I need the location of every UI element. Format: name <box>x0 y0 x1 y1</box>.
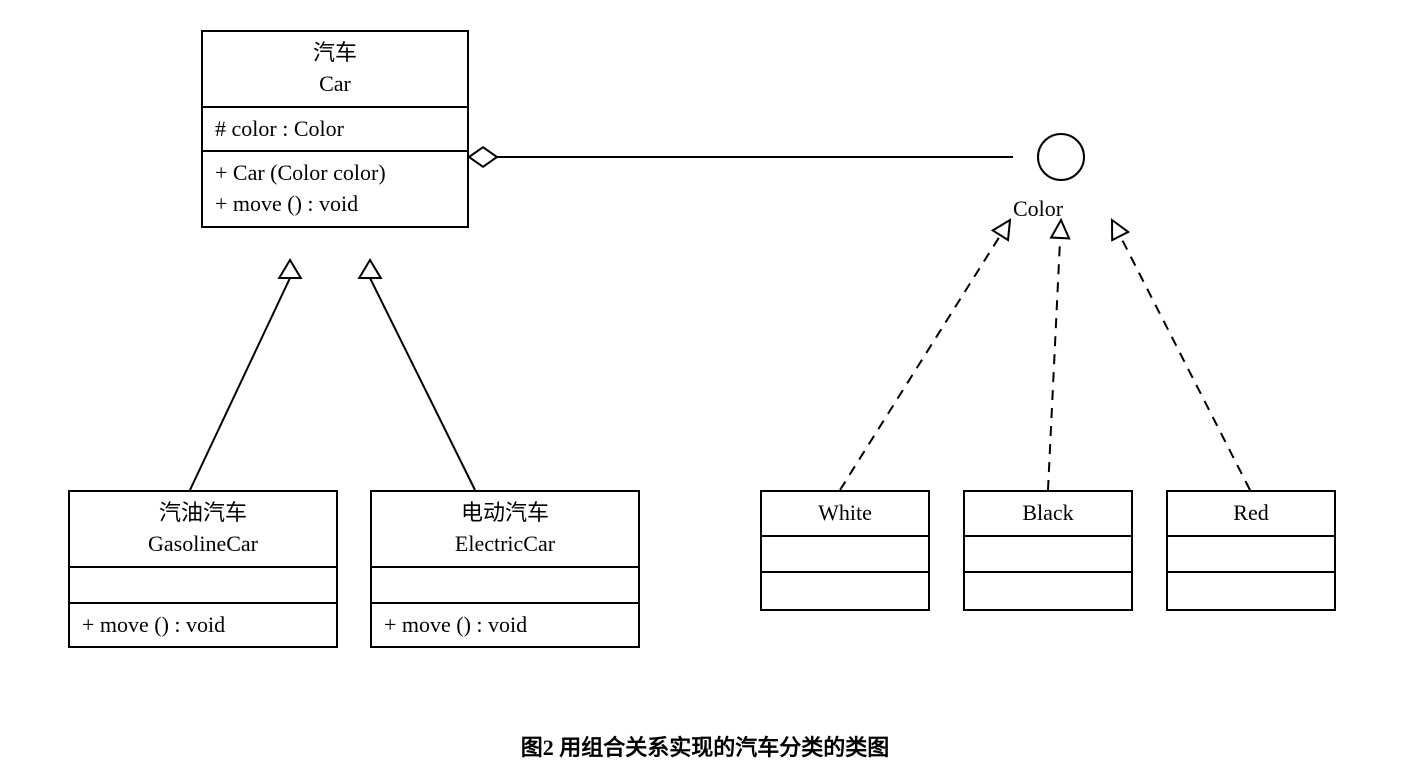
class-gasoline-attributes <box>70 568 336 604</box>
class-red-title: Red <box>1168 492 1334 537</box>
interface-color-label: Color <box>1013 196 1063 222</box>
class-car-attributes: # color : Color <box>203 108 467 153</box>
class-car: 汽车 Car # color : Color + Car (Color colo… <box>201 30 469 228</box>
class-gasoline-title-cn: 汽油汽车 <box>82 498 324 529</box>
class-black: Black <box>963 490 1133 611</box>
class-electric-attributes <box>372 568 638 604</box>
class-car-method-1: + move () : void <box>215 189 455 220</box>
class-black-attributes <box>965 537 1131 573</box>
interface-color-circle <box>1037 133 1085 181</box>
class-car-methods: + Car (Color color) + move () : void <box>203 152 467 226</box>
class-electric: 电动汽车 ElectricCar + move () : void <box>370 490 640 648</box>
class-car-attr-0: # color : Color <box>215 114 455 145</box>
class-gasoline-methods: + move () : void <box>70 604 336 647</box>
class-electric-title: 电动汽车 ElectricCar <box>372 492 638 568</box>
uml-diagram: 汽车 Car # color : Color + Car (Color colo… <box>0 0 1410 784</box>
class-car-method-0: + Car (Color color) <box>215 158 455 189</box>
class-black-title: Black <box>965 492 1131 537</box>
class-red-methods <box>1168 573 1334 609</box>
class-black-methods <box>965 573 1131 609</box>
class-electric-method-0: + move () : void <box>384 610 626 641</box>
class-white-methods <box>762 573 928 609</box>
class-electric-title-en: ElectricCar <box>384 529 626 560</box>
class-gasoline-title: 汽油汽车 GasolineCar <box>70 492 336 568</box>
diagram-caption: 图2 用组合关系实现的汽车分类的类图 <box>0 730 1410 762</box>
class-car-title-en: Car <box>215 69 455 100</box>
class-gasoline-title-en: GasolineCar <box>82 529 324 560</box>
class-electric-title-cn: 电动汽车 <box>384 498 626 529</box>
class-white-title: White <box>762 492 928 537</box>
class-car-title: 汽车 Car <box>203 32 467 108</box>
class-white-attributes <box>762 537 928 573</box>
class-red: Red <box>1166 490 1336 611</box>
class-red-attributes <box>1168 537 1334 573</box>
class-gasoline-method-0: + move () : void <box>82 610 324 641</box>
class-electric-methods: + move () : void <box>372 604 638 647</box>
class-white: White <box>760 490 930 611</box>
class-gasoline: 汽油汽车 GasolineCar + move () : void <box>68 490 338 648</box>
class-car-title-cn: 汽车 <box>215 38 455 69</box>
